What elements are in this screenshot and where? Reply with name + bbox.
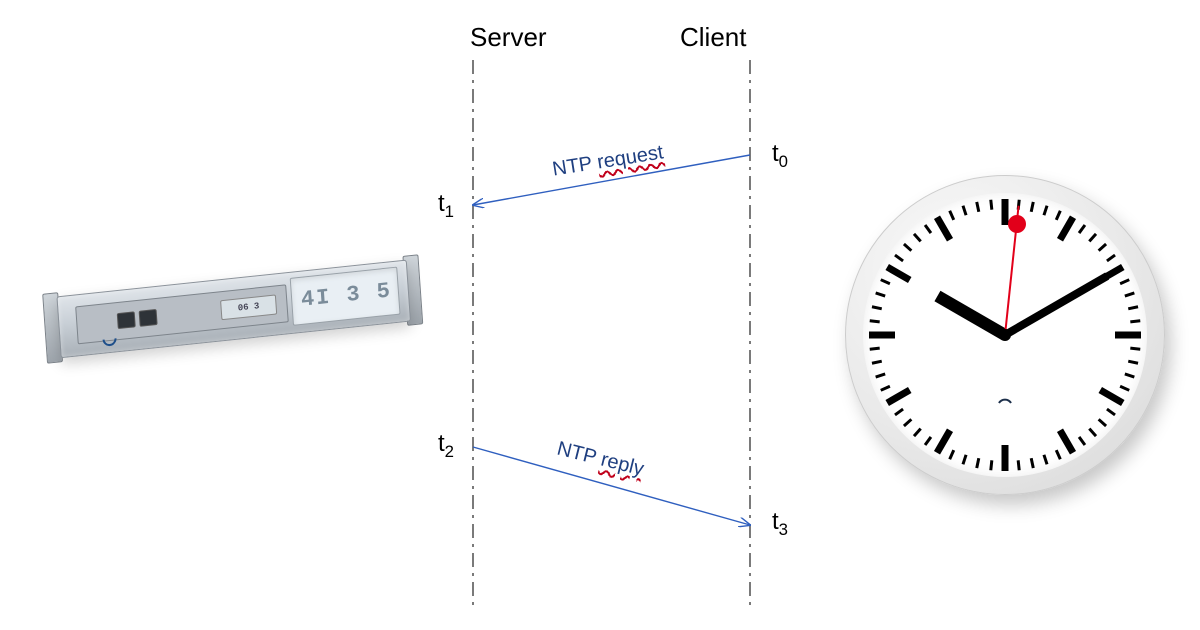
ntp-request-label: NTP request: [551, 141, 665, 181]
client-header: Client: [680, 22, 746, 53]
timestamp-t2: t2: [438, 430, 454, 462]
timestamp-t3: t3: [772, 508, 788, 540]
timestamp-t1: t1: [438, 190, 454, 222]
device-small-screen: 06 3: [220, 294, 277, 320]
server-header: Server: [470, 22, 547, 53]
analog-clock-icon: [845, 175, 1165, 495]
ntp-reply-label: NTP reply: [555, 438, 646, 482]
diagram-stage: Server Client t0 t1 t2 t3 NTP request NT…: [0, 0, 1200, 630]
timestamp-t0: t0: [772, 140, 788, 172]
clock-brand-icon: [995, 391, 1015, 408]
time-server-device-icon: 06 3 4I 3 5: [56, 250, 411, 376]
